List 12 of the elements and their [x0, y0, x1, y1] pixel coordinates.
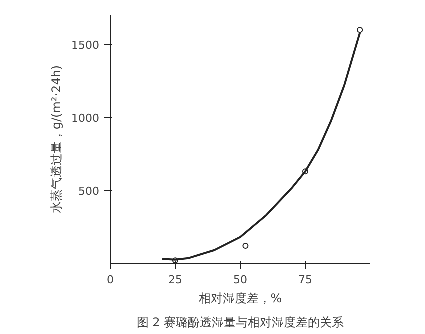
y-tick-label: 1500 [72, 39, 100, 52]
x-tick-label: 0 [107, 274, 114, 286]
x-tick-label: 25 [168, 274, 182, 286]
y-tick-label: 500 [78, 185, 100, 198]
point [357, 27, 364, 34]
x-tick-label: 75 [298, 274, 312, 286]
x-tick-label: 50 [234, 274, 248, 286]
point [242, 243, 249, 249]
y-tick-label: 1000 [72, 112, 100, 126]
x-axis-title: 相对湿度差，% [198, 292, 282, 306]
y-axis-title: 水蒸气透过量，g/(m²·24h) [50, 65, 64, 214]
caption: 图 2 赛璐酚透湿量与相对湿度差的关系 [136, 316, 344, 330]
